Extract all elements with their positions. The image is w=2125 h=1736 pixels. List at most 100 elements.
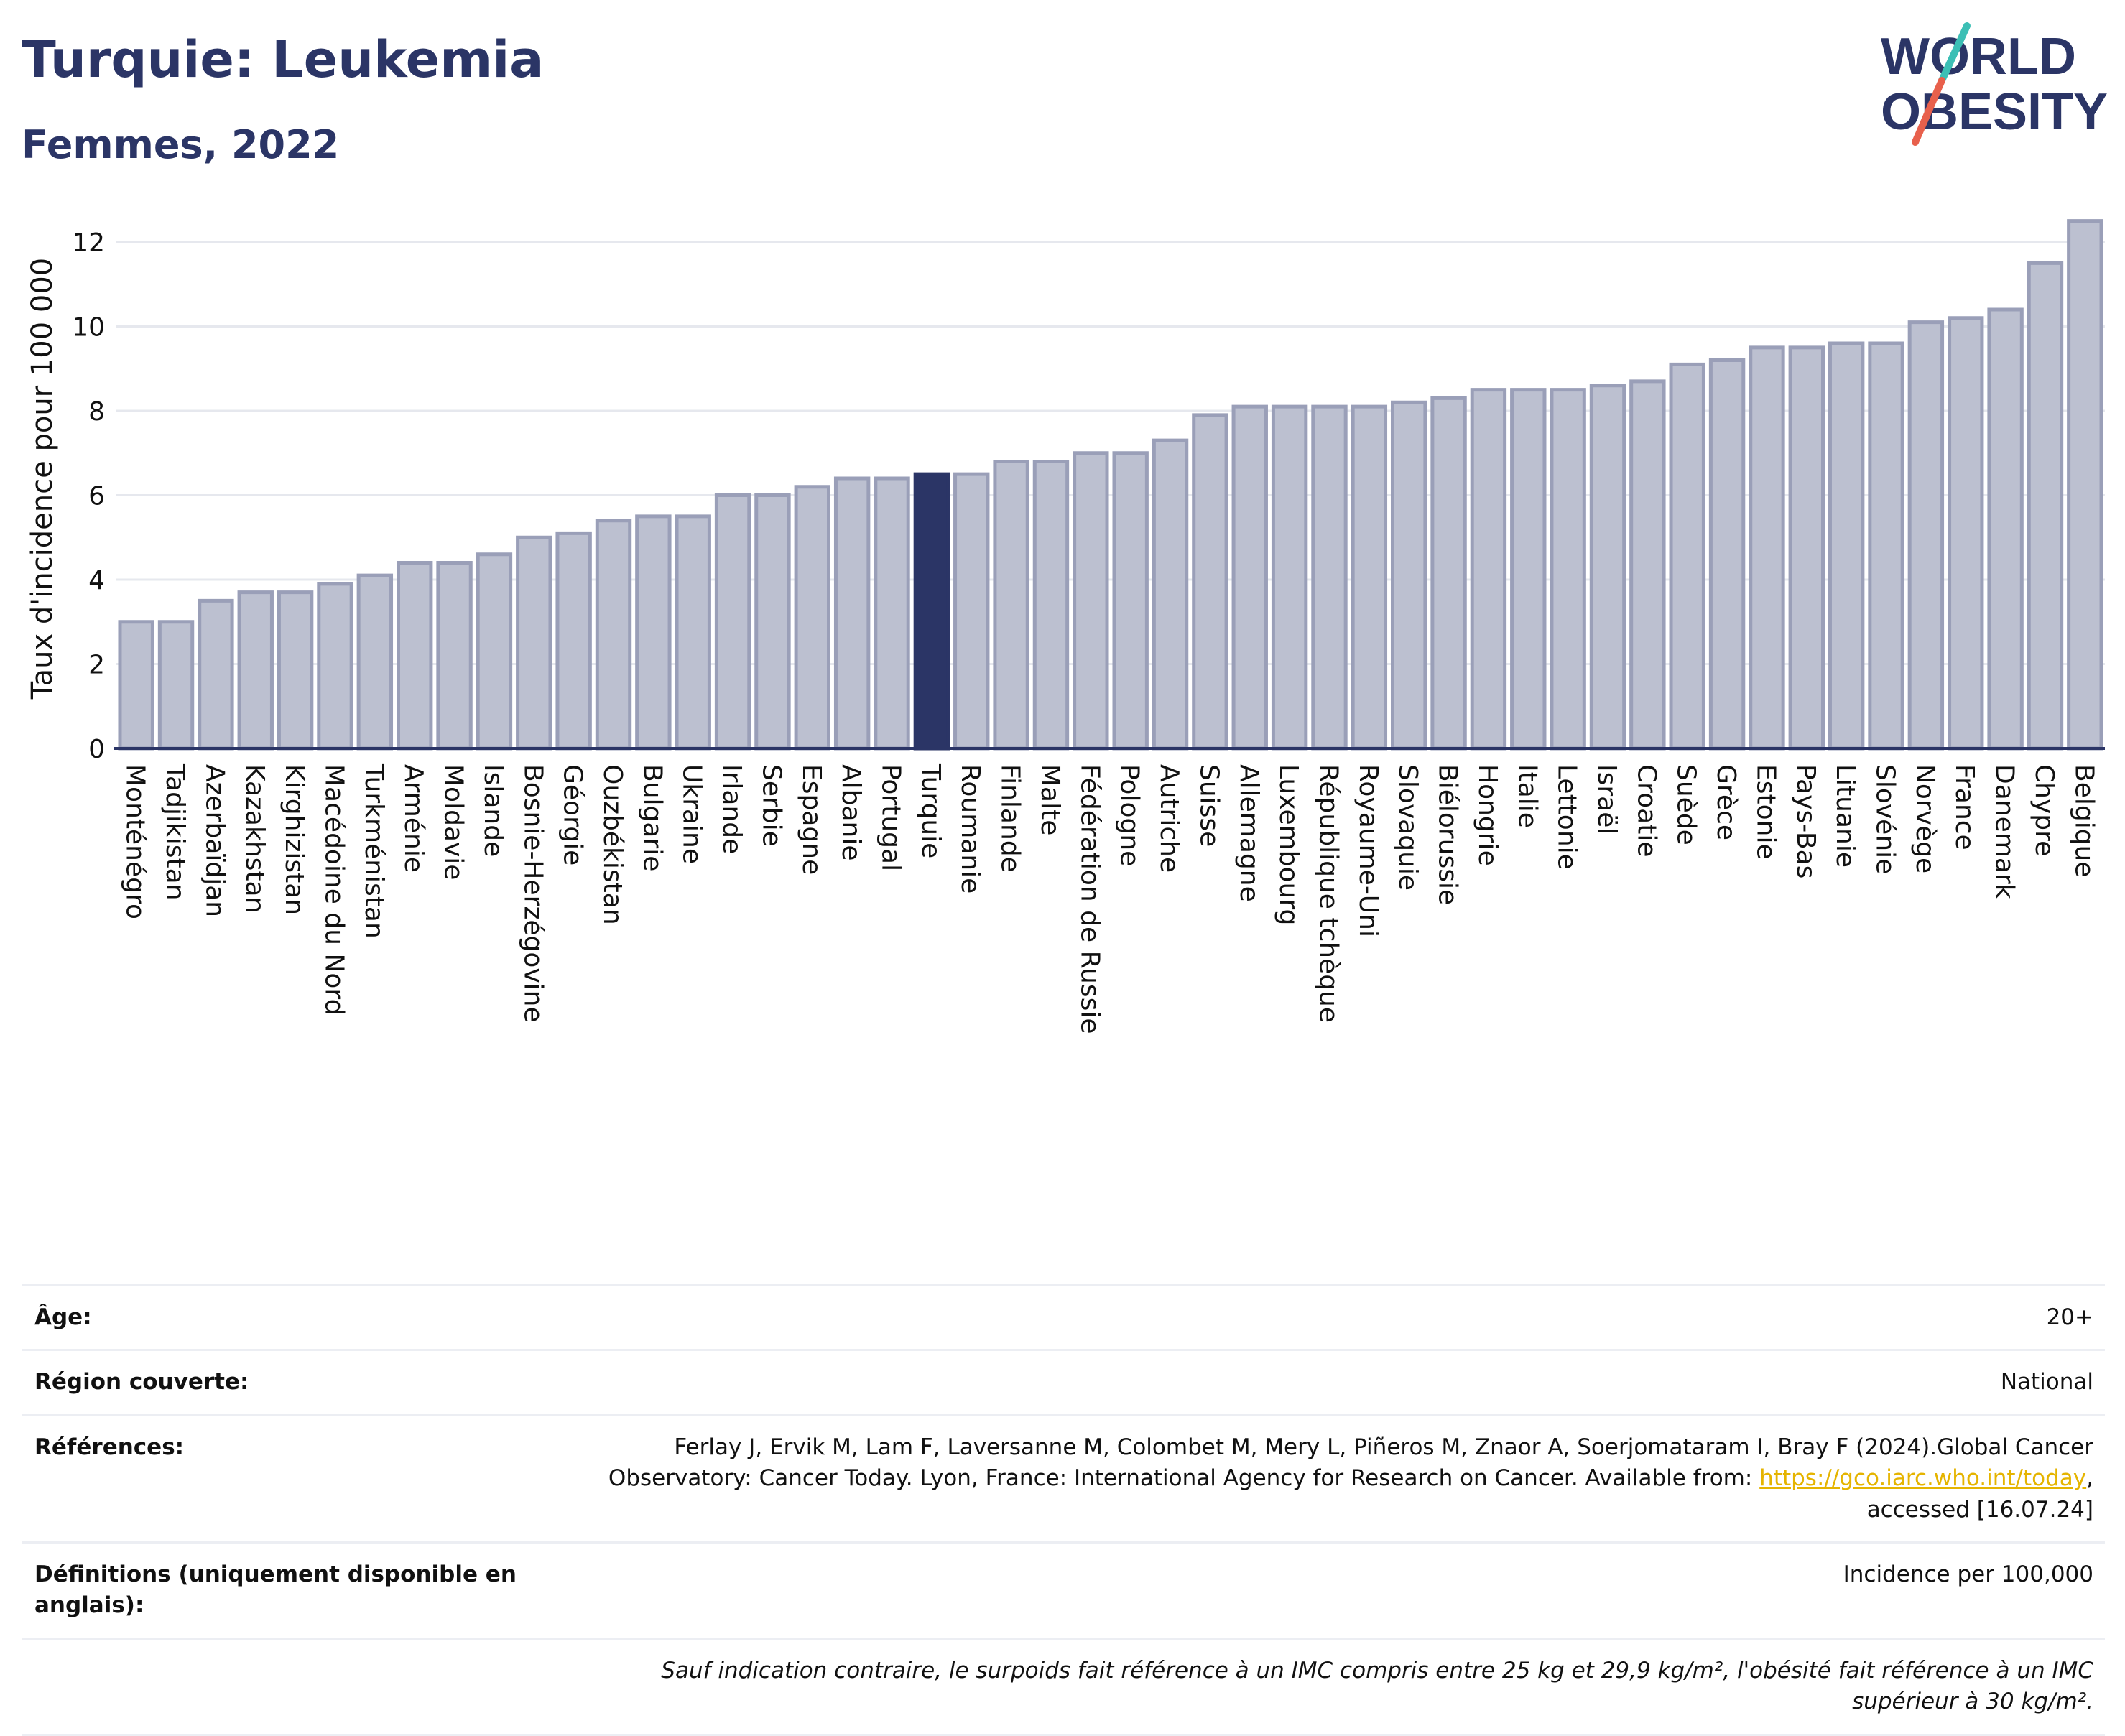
x-tick-label: Azerbaïdjan <box>200 764 229 917</box>
bar <box>1351 404 1388 751</box>
y-tick-label: 8 <box>88 397 105 427</box>
logo-line1: WORLD <box>1881 28 2076 85</box>
bar <box>118 620 154 751</box>
bar <box>754 493 791 751</box>
x-tick-label: Monténégro <box>121 764 150 919</box>
x-tick-label: Bosnie-Herzégovine <box>518 764 547 1023</box>
bar <box>1589 384 1626 751</box>
bar <box>833 476 871 751</box>
bar <box>635 514 672 751</box>
x-tick-label: Pologne <box>1115 764 1144 866</box>
bar <box>356 573 394 751</box>
x-tick-label: Grèce <box>1711 764 1741 840</box>
y-tick-label: 6 <box>88 482 105 511</box>
references-link[interactable]: https://gco.iarc.who.int/today <box>1759 1465 2087 1492</box>
x-tick-label: Moldavie <box>439 764 468 880</box>
bar <box>1669 362 1705 751</box>
bar <box>794 485 830 751</box>
x-tick-label: Turkménistan <box>359 763 389 939</box>
bar-highlight <box>913 472 950 751</box>
bar <box>714 493 751 751</box>
x-tick-label: Biélorussie <box>1433 764 1463 905</box>
bar <box>1152 438 1189 751</box>
bar <box>317 582 353 751</box>
x-tick-label: France <box>1950 764 1979 850</box>
x-tick-label: Portugal <box>876 764 906 871</box>
bars <box>118 219 2103 751</box>
bar <box>1629 379 1666 751</box>
info-table: Âge: 20+ Région couverte: National Référ… <box>22 1284 2105 1736</box>
y-tick-label: 2 <box>88 651 105 680</box>
x-tick-label: Irlande <box>717 764 746 854</box>
x-tick-label: Allemagne <box>1234 764 1264 902</box>
x-tick-label: Slovaquie <box>1393 764 1422 891</box>
definitions-label: Définitions (uniquement disponible en an… <box>34 1561 517 1619</box>
bar <box>1749 345 1785 751</box>
x-tick-label: Bulgarie <box>637 764 667 871</box>
x-tick-label: Albanie <box>836 764 866 861</box>
x-tick-label: Danemark <box>1990 764 2019 899</box>
x-tick-label: Italie <box>1512 764 1542 828</box>
footnote: Sauf indication contraire, le surpoids f… <box>661 1657 2093 1715</box>
x-tick-label: Tadjikistan <box>160 763 190 901</box>
x-tick-label: Chypre <box>2029 764 2059 856</box>
x-tick-label: Macédoine du Nord <box>319 764 348 1015</box>
x-tick-label: Pays-Bas <box>1791 764 1820 878</box>
bar <box>277 590 314 751</box>
x-tick-label: Royaume-Uni <box>1353 764 1383 937</box>
bar <box>1032 460 1070 751</box>
bar <box>397 561 433 751</box>
bar <box>2067 219 2103 751</box>
bar <box>1430 396 1467 751</box>
bar <box>1550 388 1586 751</box>
bar <box>1073 451 1109 751</box>
bar <box>1510 388 1547 751</box>
x-tick-label: Croatie <box>1631 764 1661 858</box>
bar <box>237 590 274 751</box>
bar <box>1470 388 1507 751</box>
chart-title: Turquie: Leukemia <box>22 30 544 89</box>
bar <box>1987 307 2024 751</box>
x-tick-label: Serbie <box>756 764 786 847</box>
x-tick-labels: Monténégro Tadjikistan Azerbaïdjan Kazakhst… <box>121 763 2099 1034</box>
y-tick-label: 10 <box>72 313 105 343</box>
y-tick-labels: 0 2 4 6 8 10 12 <box>72 228 105 764</box>
x-tick-label: Islande <box>478 764 508 857</box>
x-tick-label: Malte <box>1035 764 1065 835</box>
logo-line2: OBESITY <box>1881 83 2108 141</box>
chart-subtitle: Femmes, 2022 <box>22 122 340 167</box>
bar-chart: 0 2 4 6 8 10 12 Monténégro Tadjikistan Azerbaïdj… <box>26 219 2105 1034</box>
x-tick-label: Géorgie <box>558 764 588 865</box>
region-label: Région couverte: <box>34 1369 249 1396</box>
x-tick-label: Roumanie <box>955 764 985 893</box>
info-row-age: Âge: 20+ <box>22 1284 2105 1349</box>
x-tick-label: Autriche <box>1154 764 1184 873</box>
x-tick-label: Ukraine <box>677 764 707 864</box>
x-tick-label: République tchèque <box>1313 764 1343 1023</box>
x-tick-label: Norvège <box>1910 764 1940 873</box>
bar <box>1907 320 1945 751</box>
x-tick-label: Israël <box>1592 764 1621 835</box>
x-tick-label: Kirghizistan <box>279 764 309 915</box>
x-tick-label: Lituanie <box>1830 764 1860 868</box>
references-label: Références: <box>34 1434 185 1460</box>
x-tick-label: Finlande <box>996 764 1025 873</box>
references-text: Ferlay J, Ervik M, Lam F, Laversanne M, … <box>608 1434 2093 1492</box>
x-tick-label: Kazakhstan <box>240 764 269 913</box>
bar <box>476 552 513 751</box>
region-value: National <box>2000 1369 2093 1396</box>
bar <box>436 561 473 751</box>
references-accessed: , accessed [16.07.24] <box>1866 1465 2093 1523</box>
info-row-references: Références: Ferlay J, Ervik M, Lam F, La… <box>22 1414 2105 1541</box>
bar <box>2027 261 2064 751</box>
bar <box>1311 404 1348 751</box>
y-tick-label: 4 <box>88 566 105 595</box>
bar <box>1192 413 1228 751</box>
bar <box>1231 404 1268 751</box>
definitions-value: Incidence per 100,000 <box>1843 1561 2093 1587</box>
info-row-note: Sauf indication contraire, le surpoids f… <box>22 1637 2105 1736</box>
bar <box>595 519 632 751</box>
x-tick-label: Suisse <box>1194 764 1223 847</box>
world-obesity-logo: WORLD OBESITY <box>1881 22 2108 146</box>
bar <box>198 598 234 751</box>
